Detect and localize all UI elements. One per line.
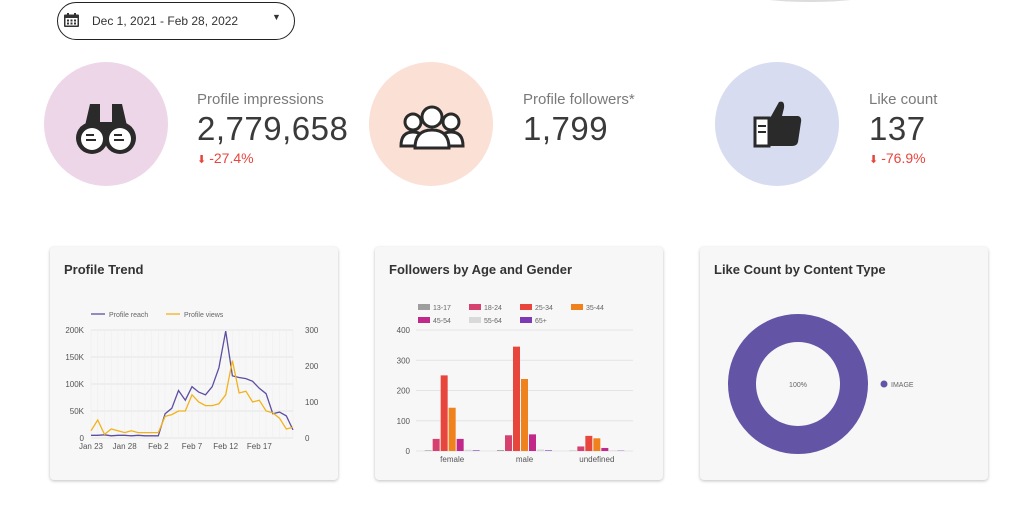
y-tick-label: 0 <box>406 447 411 456</box>
y-right-tick-label: 300 <box>305 326 319 335</box>
series-line-profile-views <box>90 360 294 436</box>
bar-35-44 <box>448 407 456 451</box>
legend-swatch <box>469 304 481 310</box>
series-line-profile-reach <box>91 330 294 437</box>
bar-45-54 <box>601 447 609 451</box>
followers-age-gender-card: Followers by Age and Gender 0 100 200 300 40… <box>375 247 663 480</box>
x-tick-label: male <box>516 455 534 464</box>
thumbs-up-icon <box>753 101 802 148</box>
likes-label: Like count <box>869 91 938 108</box>
y-left-tick-label: 200K <box>65 326 84 335</box>
x-tick-label: Feb 7 <box>182 442 203 451</box>
bar-18-24 <box>432 438 440 451</box>
bar-35-44 <box>521 379 528 451</box>
bar-25-34 <box>513 346 520 451</box>
bar-55-64 <box>609 450 617 451</box>
legend-swatch <box>571 304 583 310</box>
followers-label: Profile followers* <box>523 91 635 108</box>
y-left-tick-label: 50K <box>70 407 85 416</box>
impressions-label: Profile impressions <box>197 91 324 108</box>
likes-delta-value: -76.9% <box>881 150 926 166</box>
legend-swatch <box>418 317 430 323</box>
followers-age-gender-chart: 0 100 200 300 400 female male undefined 13-17 18-… <box>397 304 633 464</box>
bar-65+ <box>545 450 552 451</box>
impressions-delta: ⬇ -27.4% <box>197 150 254 166</box>
legend-label: 55-64 <box>484 318 502 325</box>
bar-25-34 <box>585 435 593 451</box>
bar-13-17 <box>424 450 432 451</box>
x-tick-label: Feb 12 <box>213 442 238 451</box>
y-left-tick-label: 100K <box>65 380 84 389</box>
legend-label: Profile views <box>184 312 224 319</box>
binoculars-icon <box>76 104 136 154</box>
legend-label: 45-54 <box>433 318 451 325</box>
y-tick-label: 200 <box>397 387 411 396</box>
legend-swatch <box>469 317 481 323</box>
followers-value: 1,799 <box>523 110 609 147</box>
dropdown-caret-icon: ▼ <box>272 12 281 22</box>
y-right-tick-label: 100 <box>305 398 319 407</box>
legend-swatch <box>520 317 532 323</box>
legend-label: IMAGE <box>891 382 914 389</box>
y-left-tick-label: 0 <box>80 434 85 443</box>
y-left-tick-label: 150K <box>65 353 84 362</box>
legend-swatch <box>520 304 532 310</box>
y-tick-label: 400 <box>397 326 411 335</box>
like-count-content-card: Like Count by Content Type 100% IMAGE <box>700 247 988 480</box>
x-tick-label: Jan 28 <box>113 442 138 451</box>
x-tick-label: Jan 23 <box>79 442 104 451</box>
bar-45-54 <box>456 438 464 451</box>
legend-swatch <box>880 380 888 388</box>
profile-trend-title: Profile Trend <box>64 262 144 277</box>
legend-label: 35-44 <box>586 305 604 312</box>
bar-13-17 <box>497 450 504 451</box>
down-arrow-icon: ⬇ <box>869 154 879 166</box>
decorative-arc <box>715 0 905 2</box>
legend-swatch <box>418 304 430 310</box>
group-icon <box>399 105 465 150</box>
date-range-picker[interactable]: Dec 1, 2021 - Feb 28, 2022 ▼ <box>57 2 295 40</box>
likes-value: 137 <box>869 110 926 147</box>
followers-age-gender-title: Followers by Age and Gender <box>389 262 572 277</box>
y-tick-label: 100 <box>397 417 411 426</box>
bar-18-24 <box>505 435 512 451</box>
slice-percent-label: 100% <box>789 382 807 389</box>
date-range-label: Dec 1, 2021 - Feb 28, 2022 <box>92 14 239 28</box>
x-tick-label: Feb 2 <box>148 442 169 451</box>
down-arrow-icon: ⬇ <box>197 154 207 166</box>
like-count-content-title: Like Count by Content Type <box>714 262 886 277</box>
y-right-tick-label: 0 <box>305 434 310 443</box>
likes-delta: ⬇ -76.9% <box>869 150 926 166</box>
y-right-tick-label: 200 <box>305 362 319 371</box>
legend-label: 18-24 <box>484 305 502 312</box>
bar-55-64 <box>537 449 544 451</box>
impressions-delta-value: -27.4% <box>209 150 254 166</box>
legend-label: 65+ <box>535 318 547 325</box>
calendar-icon <box>64 13 79 27</box>
donut-slice-image <box>728 314 868 454</box>
legend-label: 25-34 <box>535 305 553 312</box>
bar-35-44 <box>593 438 601 451</box>
x-tick-label: undefined <box>579 455 614 464</box>
x-tick-label: Feb 17 <box>247 442 272 451</box>
profile-trend-chart: 0 50K 100K 150K 200K 0 100 200 300 Jan 23 Jan 28 Fe… <box>65 312 319 451</box>
like-count-content-chart: 100% IMAGE <box>728 314 914 454</box>
bar-25-34 <box>440 375 448 451</box>
bar-55-64 <box>464 449 472 451</box>
impressions-value: 2,779,658 <box>197 110 349 147</box>
y-tick-label: 300 <box>397 356 411 365</box>
legend-label: Profile reach <box>109 312 148 319</box>
bar-45-54 <box>529 434 536 451</box>
bar-18-24 <box>577 446 585 451</box>
profile-trend-card: Profile Trend 0 50K 100K 150K 200K 0 100 200 300… <box>50 247 338 480</box>
bar-65+ <box>472 450 480 451</box>
legend-label: 13-17 <box>433 305 451 312</box>
x-tick-label: female <box>440 455 465 464</box>
